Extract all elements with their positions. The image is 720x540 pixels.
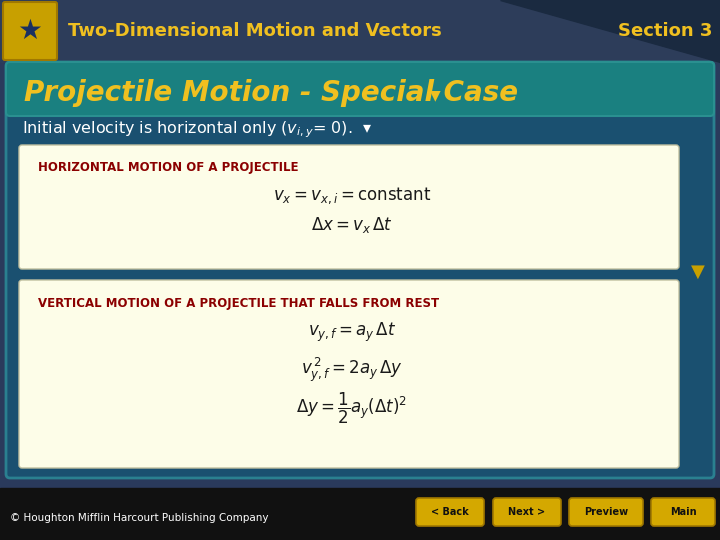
- Text: VERTICAL MOTION OF A PROJECTILE THAT FALLS FROM REST: VERTICAL MOTION OF A PROJECTILE THAT FAL…: [38, 296, 439, 309]
- FancyBboxPatch shape: [6, 62, 714, 116]
- FancyBboxPatch shape: [416, 498, 484, 526]
- Bar: [0, 0, 720, 62]
- Text: $v_x = v_{x,i} = \mathrm{constant}$: $v_x = v_{x,i} = \mathrm{constant}$: [273, 186, 431, 206]
- Text: Main: Main: [670, 507, 696, 517]
- Text: Section 3: Section 3: [618, 22, 712, 40]
- Text: $\Delta y = \dfrac{1}{2} a_y (\Delta t)^2$: $\Delta y = \dfrac{1}{2} a_y (\Delta t)^…: [297, 390, 408, 426]
- FancyBboxPatch shape: [569, 498, 643, 526]
- Text: $\Delta x = v_x \, \Delta t$: $\Delta x = v_x \, \Delta t$: [311, 215, 393, 235]
- FancyBboxPatch shape: [6, 62, 714, 478]
- Text: HORIZONTAL MOTION OF A PROJECTILE: HORIZONTAL MOTION OF A PROJECTILE: [38, 161, 299, 174]
- FancyBboxPatch shape: [19, 280, 679, 468]
- Text: Next >: Next >: [508, 507, 546, 517]
- FancyBboxPatch shape: [19, 145, 679, 269]
- Text: ▼: ▼: [430, 88, 441, 102]
- Text: Initial velocity is horizontal only ($v_{i,y}$= 0).  $\blacktriangledown$: Initial velocity is horizontal only ($v_…: [22, 120, 372, 140]
- FancyBboxPatch shape: [3, 2, 57, 60]
- Text: © Houghton Mifflin Harcourt Publishing Company: © Houghton Mifflin Harcourt Publishing C…: [10, 513, 269, 523]
- Text: Two-Dimensional Motion and Vectors: Two-Dimensional Motion and Vectors: [68, 22, 442, 40]
- Polygon shape: [500, 0, 720, 62]
- FancyBboxPatch shape: [493, 498, 561, 526]
- Text: $v_{y,f} = a_y \, \Delta t$: $v_{y,f} = a_y \, \Delta t$: [308, 320, 396, 343]
- Text: ▼: ▼: [691, 263, 705, 281]
- Text: ★: ★: [17, 17, 42, 45]
- Text: Projectile Motion - Special Case: Projectile Motion - Special Case: [24, 79, 518, 107]
- Text: $v_{y,f}^{\,2} = 2a_y \, \Delta y$: $v_{y,f}^{\,2} = 2a_y \, \Delta y$: [301, 356, 403, 384]
- Bar: [0, 488, 720, 540]
- Text: < Back: < Back: [431, 507, 469, 517]
- FancyBboxPatch shape: [651, 498, 715, 526]
- Text: Preview: Preview: [584, 507, 628, 517]
